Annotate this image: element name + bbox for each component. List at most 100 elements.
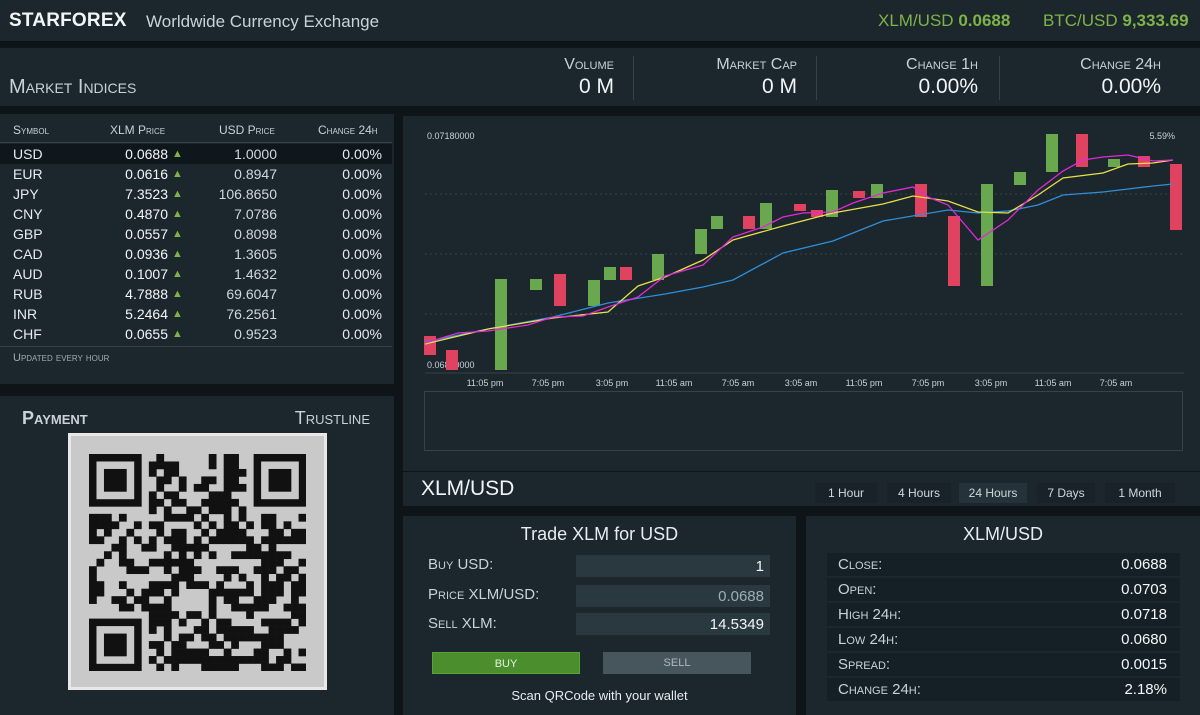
quote-row-close: Close: 0.0688 — [827, 553, 1180, 576]
up-arrow-icon: ▲ — [172, 188, 183, 200]
xlm-price: 7.3523 — [125, 186, 168, 202]
trade-title: Trade XLM for USD — [520, 524, 679, 544]
symbol: USD — [13, 146, 43, 162]
stat-change-1h: Change 1h 0.00% — [808, 56, 978, 99]
quote-row-spread: Spread: 0.0015 — [827, 653, 1180, 676]
col-header-change-24h[interactable]: Change 24h — [318, 123, 378, 137]
buy-usd-input[interactable] — [576, 555, 770, 577]
xlm-price: 0.0557 — [125, 226, 168, 242]
price-chart-panel: 0.07180000 0.06800000 5.59% 11:05 pm7:05… — [403, 116, 1200, 471]
ticker-value: 0.0688 — [958, 11, 1011, 30]
stat-label: Market Cap — [716, 56, 797, 73]
quote-value: 0.0703 — [1121, 581, 1167, 598]
symbol: INR — [13, 306, 38, 322]
candle — [794, 204, 806, 211]
range-1-month[interactable]: 1 Month — [1105, 483, 1175, 503]
table-row[interactable]: USD 0.0688 ▲ 1.0000 0.00% — [0, 144, 392, 164]
candle — [554, 274, 566, 306]
divider — [633, 56, 634, 100]
change-24h: 0.00% — [342, 226, 382, 242]
x-tick-label: 11:05 am — [656, 378, 693, 388]
candle — [620, 267, 632, 280]
range-24-hours[interactable]: 24 Hours — [959, 483, 1027, 503]
x-tick-label: 11:05 pm — [467, 378, 504, 388]
table-row[interactable]: RUB 4.7888 ▲ 69.6047 0.00% — [0, 284, 392, 304]
xlm-price: 0.0655 — [125, 326, 168, 342]
usd-price: 76.2561 — [226, 306, 277, 322]
table-row[interactable]: CNY 0.4870 ▲ 7.0786 0.00% — [0, 204, 392, 224]
up-arrow-icon: ▲ — [172, 148, 183, 160]
candle — [530, 279, 542, 290]
ticker-pair: XLM/USD — [878, 11, 954, 30]
divider — [816, 56, 817, 100]
candle — [981, 184, 993, 286]
quote-row-open: Open: 0.0703 — [827, 578, 1180, 601]
table-row[interactable]: JPY 7.3523 ▲ 106.8650 0.00% — [0, 184, 392, 204]
change-24h: 0.00% — [342, 326, 382, 342]
quote-label: Low 24h: — [838, 631, 899, 648]
sell-xlm-input[interactable] — [576, 613, 770, 635]
qr-code-icon — [89, 454, 306, 671]
candle — [652, 254, 664, 280]
col-header-usd-price[interactable]: USD Price — [219, 123, 275, 137]
market-stats-bar: Market Indices Volume 0 M Market Cap 0 M… — [0, 48, 1200, 106]
symbol: CNY — [13, 206, 43, 222]
quote-row-low: Low 24h: 0.0680 — [827, 628, 1180, 651]
quote-label: Open: — [838, 581, 877, 598]
up-arrow-icon: ▲ — [172, 208, 183, 220]
table-row[interactable]: CHF 0.0655 ▲ 0.9523 0.00% — [0, 324, 392, 344]
candle — [1046, 134, 1058, 172]
usd-price: 0.8098 — [234, 226, 277, 242]
scan-instructions: Scan QRCode with your wallet — [511, 688, 688, 703]
quote-row-high: High 24h: 0.0718 — [827, 603, 1180, 626]
symbol: JPY — [13, 186, 39, 202]
trustline-link[interactable]: Trustline — [294, 408, 370, 428]
pair-bar: XLM/USD 1 Hour 4 Hours 24 Hours 7 Days 1… — [403, 472, 1200, 506]
quote-panel: XLM/USD Close: 0.0688 Open: 0.0703 High 24… — [806, 516, 1200, 715]
xlm-price: 0.4870 — [125, 206, 168, 222]
change-24h: 0.00% — [342, 246, 382, 262]
table-row[interactable]: GBP 0.0557 ▲ 0.8098 0.00% — [0, 224, 392, 244]
price-label: Price XLM/USD: — [428, 586, 540, 603]
symbol: CHF — [13, 326, 42, 342]
quote-label: Close: — [838, 556, 883, 573]
divider — [0, 142, 392, 143]
change-24h: 0.00% — [342, 286, 382, 302]
quote-value: 0.0015 — [1121, 656, 1167, 673]
brand-logo[interactable]: STARFOREX — [9, 10, 127, 31]
buy-button[interactable]: BUY — [432, 652, 580, 674]
stat-label: Change 24h — [1080, 56, 1161, 73]
divider — [0, 346, 392, 347]
table-row[interactable]: CAD 0.0936 ▲ 1.3605 0.00% — [0, 244, 392, 264]
usd-price: 1.3605 — [234, 246, 277, 262]
quote-row-change-24h: Change 24h: 2.18% — [827, 678, 1180, 701]
candle — [1108, 159, 1120, 167]
col-header-symbol[interactable]: Symbol — [13, 123, 50, 137]
up-arrow-icon: ▲ — [172, 308, 183, 320]
range-7-days[interactable]: 7 Days — [1037, 483, 1095, 503]
stat-label: Change 1h — [906, 56, 978, 73]
qr-code — [68, 433, 327, 690]
table-row[interactable]: AUD 0.1007 ▲ 1.4632 0.00% — [0, 264, 392, 284]
y-max-label: 0.07180000 — [427, 131, 475, 141]
x-tick-label: 3:05 pm — [975, 378, 1008, 388]
candle — [711, 216, 723, 229]
table-row[interactable]: EUR 0.0616 ▲ 0.8947 0.00% — [0, 164, 392, 184]
range-4-hours[interactable]: 4 Hours — [887, 483, 951, 503]
up-arrow-icon: ▲ — [172, 228, 183, 240]
candle — [695, 229, 707, 254]
price-input[interactable] — [576, 585, 770, 607]
col-header-xlm-price[interactable]: XLM Price — [110, 123, 166, 137]
sell-button[interactable]: SELL — [603, 652, 751, 674]
x-tick-label: 3:05 am — [785, 378, 818, 388]
quote-label: Spread: — [838, 656, 891, 673]
candle — [604, 267, 616, 280]
candlestick-chart[interactable]: 0.07180000 0.06800000 5.59% 11:05 pm7:05… — [403, 116, 1200, 391]
up-arrow-icon: ▲ — [172, 328, 183, 340]
table-row[interactable]: INR 5.2464 ▲ 76.2561 0.00% — [0, 304, 392, 324]
range-1-hour[interactable]: 1 Hour — [815, 483, 877, 503]
change-24h: 0.00% — [342, 266, 382, 282]
usd-price: 106.8650 — [218, 186, 277, 202]
quote-value: 0.0680 — [1121, 631, 1167, 648]
usd-price: 1.0000 — [234, 146, 277, 162]
